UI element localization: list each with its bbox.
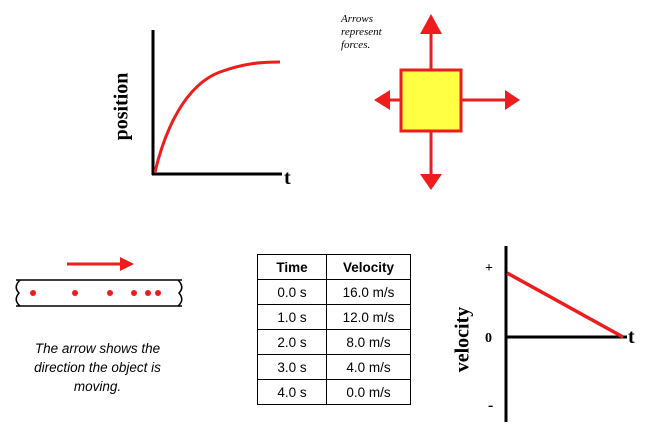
motion-dot	[131, 290, 137, 296]
table-row: 3.0 s 4.0 m/s	[257, 354, 411, 380]
table-header-velocity: Velocity	[326, 254, 411, 280]
velocity-y-label: velocity	[451, 306, 474, 373]
table-row: 2.0 s 8.0 m/s	[257, 329, 411, 355]
position-curve	[153, 60, 281, 173]
motion-caption: The arrow shows the direction the object…	[34, 341, 161, 394]
force-arrow-down-head	[420, 174, 442, 190]
velocity-plus-label: +	[485, 261, 493, 276]
table-cell-velocity: 4.0 m/s	[326, 354, 411, 380]
force-arrow-left-head	[374, 90, 390, 110]
table-header-time: Time	[257, 254, 327, 280]
motion-dot	[72, 290, 78, 296]
force-box	[399, 68, 463, 133]
table-header-row: Time Velocity	[257, 254, 411, 280]
velocity-minus-label: -	[488, 397, 493, 414]
velocity-table: Time Velocity 0.0 s 16.0 m/s 1.0 s 12.0 …	[257, 254, 411, 405]
table-cell-time: 0.0 s	[257, 279, 327, 305]
table-row: 4.0 s 0.0 m/s	[257, 379, 411, 405]
table-cell-velocity: 0.0 m/s	[326, 379, 411, 405]
velocity-zero-label: 0	[485, 331, 492, 346]
motion-dot	[107, 290, 113, 296]
table-cell-velocity: 8.0 m/s	[326, 329, 411, 355]
track-left-break	[15, 279, 21, 307]
velocity-x-label: t	[628, 326, 635, 348]
velocity-line	[506, 271, 624, 339]
table-cell-time: 4.0 s	[257, 379, 327, 405]
table-cell-time: 2.0 s	[257, 329, 327, 355]
motion-dot	[30, 290, 36, 296]
motion-arrow-head	[120, 257, 134, 271]
motion-dot	[145, 290, 151, 296]
table-cell-time: 1.0 s	[257, 304, 327, 330]
force-arrow-up-head	[420, 14, 442, 34]
force-caption: Arrows represent forces.	[341, 13, 382, 51]
track-right-break	[177, 279, 183, 307]
position-x-label: t	[284, 167, 291, 189]
force-arrow-right-head	[505, 90, 520, 110]
table-row: 0.0 s 16.0 m/s	[257, 279, 411, 305]
motion-dot	[155, 290, 161, 296]
